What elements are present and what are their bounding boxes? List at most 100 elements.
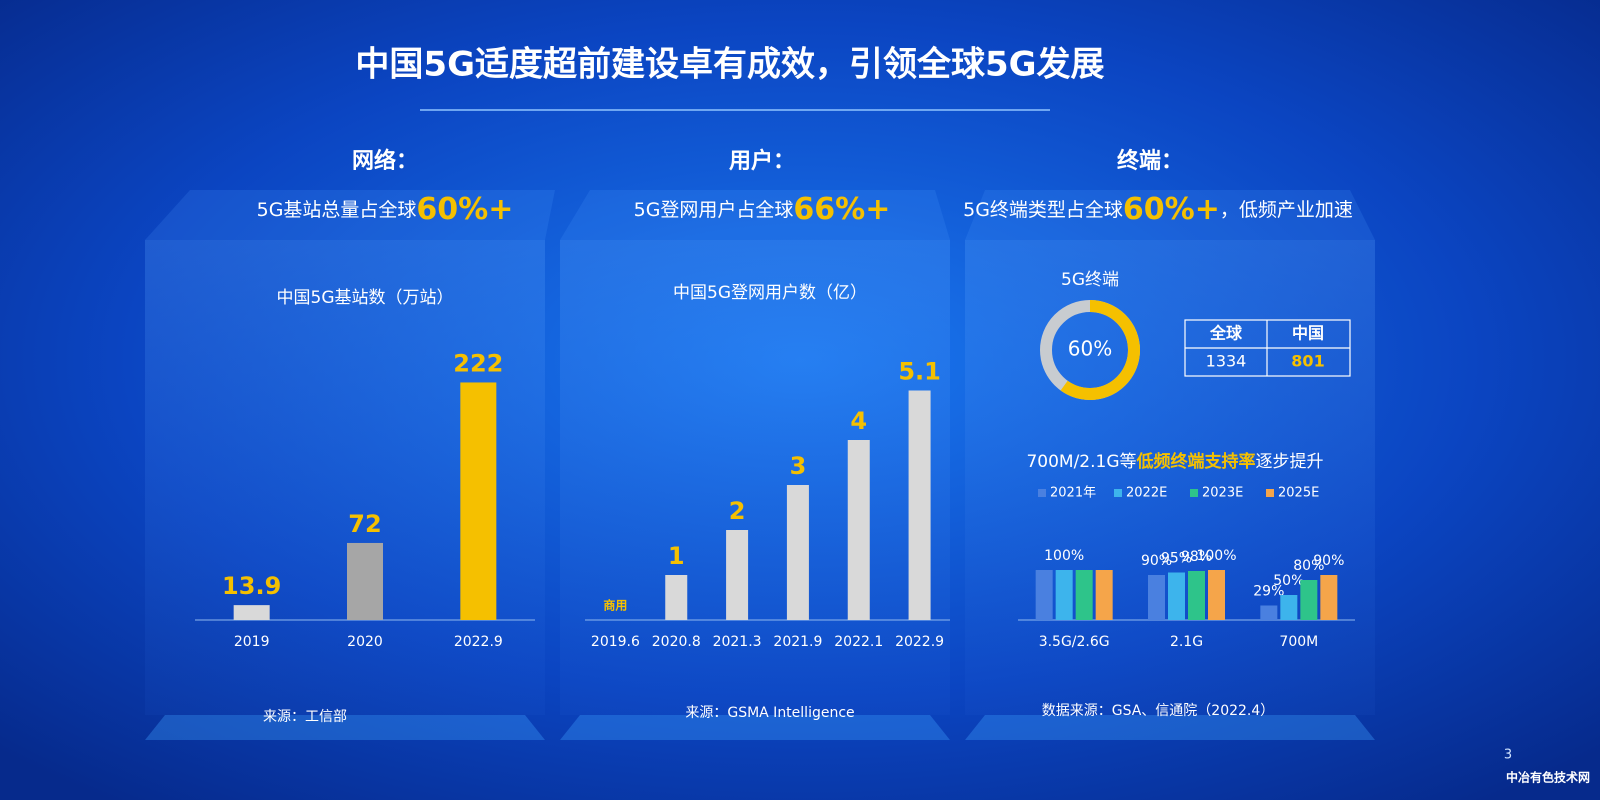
panel-heading: 用户： [729, 148, 795, 174]
panel-top [145, 190, 555, 240]
panel-heading: 网络： [352, 148, 418, 174]
donut-arc [1060, 300, 1140, 400]
panel-base [145, 715, 545, 740]
table-header: 中国 [1292, 324, 1324, 343]
x-tick-label: 2022.9 [454, 634, 503, 650]
bar [1280, 595, 1298, 620]
bar [1300, 580, 1318, 620]
value-label: 222 [453, 349, 503, 377]
data-table: 全球 中国 1334 801 [1184, 319, 1351, 377]
bar [1168, 572, 1185, 620]
bar [460, 382, 497, 620]
panel-base [965, 715, 1375, 740]
x-tick-label: 2.1G [1170, 634, 1203, 650]
bar [1035, 570, 1053, 620]
value-label: 100% [1196, 548, 1236, 564]
slide-title: 中国5G适度超前建设卓有成效，引领全球5G发展 [355, 45, 1104, 85]
value-label: 29% [1253, 584, 1284, 600]
x-tick-label: 700M [1279, 634, 1318, 650]
panel-summary: 5G基站总量占全球60%+ [257, 192, 514, 227]
bar [786, 485, 809, 620]
summary-text: 5G终端类型占全球 [963, 199, 1123, 221]
source: 数据来源：GSA、信通院（2022.4） [1042, 703, 1275, 719]
bar [1148, 575, 1165, 620]
panel [560, 240, 950, 715]
table-cell: 801 [1291, 352, 1324, 371]
value-label: 72 [348, 510, 381, 538]
bar [908, 390, 931, 620]
value-label: 5.1 [898, 358, 941, 386]
legend-swatch [1190, 489, 1198, 497]
annotation: 商用 [603, 598, 627, 613]
bar [233, 605, 270, 620]
x-tick-label: 3.5G/2.6G [1039, 634, 1110, 650]
value-label: 90% [1141, 553, 1172, 569]
value-label: 50% [1273, 573, 1304, 589]
value-label: 100% [1044, 548, 1084, 564]
summary-highlight: 60%+ [1123, 192, 1220, 227]
bar [1075, 570, 1093, 620]
x-tick-label: 2019.6 [591, 634, 640, 650]
panel-top [560, 190, 950, 240]
bar [665, 575, 688, 620]
legend-swatch [1114, 489, 1122, 497]
summary-text: 5G基站总量占全球 [257, 199, 417, 221]
table-cell: 1334 [1206, 352, 1247, 371]
chart-title: 700M/2.1G等低频终端支持率逐步提升 [1026, 451, 1323, 472]
panel-top [965, 190, 1375, 240]
source: 来源：工信部 [263, 709, 347, 725]
watermark: 中冶有色技术网 [1506, 770, 1590, 785]
bar [1260, 605, 1278, 620]
panel-base [560, 715, 950, 740]
bar [847, 440, 870, 620]
bar [1188, 571, 1205, 620]
value-label: 1 [668, 542, 685, 570]
value-label: 13.9 [222, 572, 281, 600]
bar [1320, 575, 1338, 620]
x-tick-label: 2019 [234, 634, 270, 650]
x-tick-label: 2020 [347, 634, 383, 650]
bar [1208, 570, 1225, 620]
legend-swatch [1038, 489, 1046, 497]
panel-summary: 5G登网用户占全球66%+ [634, 192, 891, 227]
value-label: 4 [850, 407, 867, 435]
panel-heading: 终端： [1117, 148, 1183, 174]
summary-highlight: 66%+ [793, 192, 890, 227]
value-label: 80% [1293, 558, 1324, 574]
page-number: 3 [1504, 748, 1512, 763]
bar [347, 542, 383, 620]
panel [965, 240, 1375, 715]
legend-label: 2022E [1126, 486, 1167, 501]
x-tick-label: 2022.1 [834, 634, 883, 650]
bar [1095, 570, 1113, 620]
table-header: 全球 [1209, 324, 1243, 343]
donut-label: 60% [1068, 337, 1112, 361]
title-text: 逐步提升 [1256, 452, 1324, 472]
x-tick-label: 2022.9 [895, 634, 944, 650]
x-tick-label: 2021.3 [713, 634, 762, 650]
value-label: 2 [729, 497, 746, 525]
source: 来源：GSMA Intelligence [685, 705, 854, 721]
value-label: 98% [1181, 549, 1212, 565]
legend-label: 2023E [1202, 486, 1243, 501]
value-label: 95% [1161, 551, 1192, 567]
summary-text: ，低频产业加速 [1220, 199, 1353, 221]
value-label: 3 [790, 452, 807, 480]
legend-label: 2021年 [1050, 486, 1096, 501]
legend-label: 2025E [1278, 486, 1319, 501]
title-text: 700M/2.1G等 [1026, 452, 1136, 472]
chart-title: 中国5G基站数（万站） [277, 288, 454, 308]
value-label: 90% [1313, 553, 1344, 569]
title-highlight: 低频终端支持率 [1136, 451, 1256, 472]
panel-summary: 5G终端类型占全球60%+，低频产业加速 [963, 192, 1353, 227]
summary-highlight: 60%+ [416, 192, 513, 227]
summary-text: 5G登网用户占全球 [634, 199, 794, 221]
x-tick-label: 2021.9 [773, 634, 822, 650]
bar [726, 530, 749, 620]
bar [1055, 570, 1073, 620]
x-tick-label: 2020.8 [652, 634, 701, 650]
chart-title: 5G终端 [1061, 270, 1119, 290]
legend-swatch [1266, 489, 1274, 497]
